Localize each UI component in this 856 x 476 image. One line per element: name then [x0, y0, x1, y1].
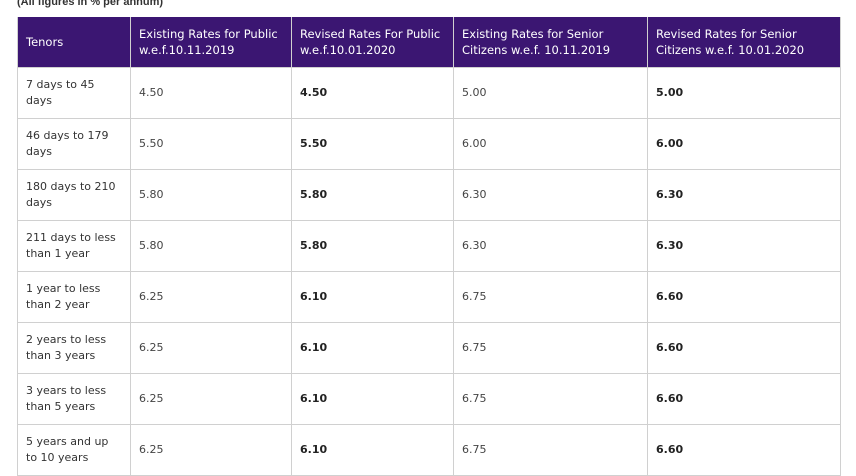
header-revised-senior: Revised Rates for Senior Citizens w.e.f.… [647, 17, 841, 68]
existing-senior-rate-cell: 6.30 [453, 169, 648, 221]
tenor-cell: 2 years to less than 3 years [17, 322, 131, 374]
existing-senior-rate-cell: 6.75 [453, 271, 648, 323]
existing-senior-rate-cell: 6.75 [453, 322, 648, 374]
revised-senior-rate-cell: 6.30 [647, 169, 841, 221]
table-row: 3 years to less than 5 years 6.25 6.10 6… [17, 373, 841, 425]
revised-senior-rate-cell: 6.60 [647, 373, 841, 425]
tenor-cell: 1 year to less than 2 year [17, 271, 131, 323]
tenor-cell: 5 years and up to 10 years [17, 424, 131, 476]
revised-public-rate-cell: 6.10 [291, 322, 454, 374]
table-caption: (All figures in % per annum) [17, 0, 164, 8]
revised-public-rate-cell: 5.50 [291, 118, 454, 170]
revised-senior-rate-cell: 5.00 [647, 67, 841, 119]
revised-senior-rate-cell: 6.30 [647, 220, 841, 272]
existing-public-rate-cell: 4.50 [130, 67, 292, 119]
table-row: 7 days to 45 days 4.50 4.50 5.00 5.00 [17, 67, 841, 119]
existing-public-rate-cell: 6.25 [130, 322, 292, 374]
header-revised-public: Revised Rates For Public w.e.f.10.01.202… [291, 17, 454, 68]
existing-senior-rate-cell: 6.30 [453, 220, 648, 272]
tenor-cell: 3 years to less than 5 years [17, 373, 131, 425]
revised-public-rate-cell: 5.80 [291, 220, 454, 272]
table-row: 1 year to less than 2 year 6.25 6.10 6.7… [17, 271, 841, 323]
existing-senior-rate-cell: 6.75 [453, 424, 648, 476]
revised-public-rate-cell: 5.80 [291, 169, 454, 221]
table-row: 211 days to less than 1 year 5.80 5.80 6… [17, 220, 841, 272]
table-row: 2 years to less than 3 years 6.25 6.10 6… [17, 322, 841, 374]
existing-public-rate-cell: 5.80 [130, 169, 292, 221]
revised-public-rate-cell: 4.50 [291, 67, 454, 119]
revised-senior-rate-cell: 6.60 [647, 271, 841, 323]
table-row: 46 days to 179 days 5.50 5.50 6.00 6.00 [17, 118, 841, 170]
revised-senior-rate-cell: 6.60 [647, 322, 841, 374]
revised-public-rate-cell: 6.10 [291, 271, 454, 323]
existing-senior-rate-cell: 6.75 [453, 373, 648, 425]
header-tenors: Tenors [17, 17, 131, 68]
tenor-cell: 46 days to 179 days [17, 118, 131, 170]
existing-senior-rate-cell: 6.00 [453, 118, 648, 170]
existing-public-rate-cell: 6.25 [130, 424, 292, 476]
fd-rates-table: Tenors Existing Rates for Public w.e.f.1… [17, 17, 841, 476]
table-header-row: Tenors Existing Rates for Public w.e.f.1… [17, 17, 841, 68]
revised-public-rate-cell: 6.10 [291, 373, 454, 425]
existing-public-rate-cell: 5.50 [130, 118, 292, 170]
tenor-cell: 180 days to 210 days [17, 169, 131, 221]
revised-senior-rate-cell: 6.60 [647, 424, 841, 476]
tenor-cell: 7 days to 45 days [17, 67, 131, 119]
revised-senior-rate-cell: 6.00 [647, 118, 841, 170]
existing-senior-rate-cell: 5.00 [453, 67, 648, 119]
table-row: 5 years and up to 10 years 6.25 6.10 6.7… [17, 424, 841, 476]
revised-public-rate-cell: 6.10 [291, 424, 454, 476]
table-row: 180 days to 210 days 5.80 5.80 6.30 6.30 [17, 169, 841, 221]
header-existing-public: Existing Rates for Public w.e.f.10.11.20… [130, 17, 292, 68]
header-existing-senior: Existing Rates for Senior Citizens w.e.f… [453, 17, 648, 68]
existing-public-rate-cell: 6.25 [130, 373, 292, 425]
existing-public-rate-cell: 6.25 [130, 271, 292, 323]
existing-public-rate-cell: 5.80 [130, 220, 292, 272]
tenor-cell: 211 days to less than 1 year [17, 220, 131, 272]
